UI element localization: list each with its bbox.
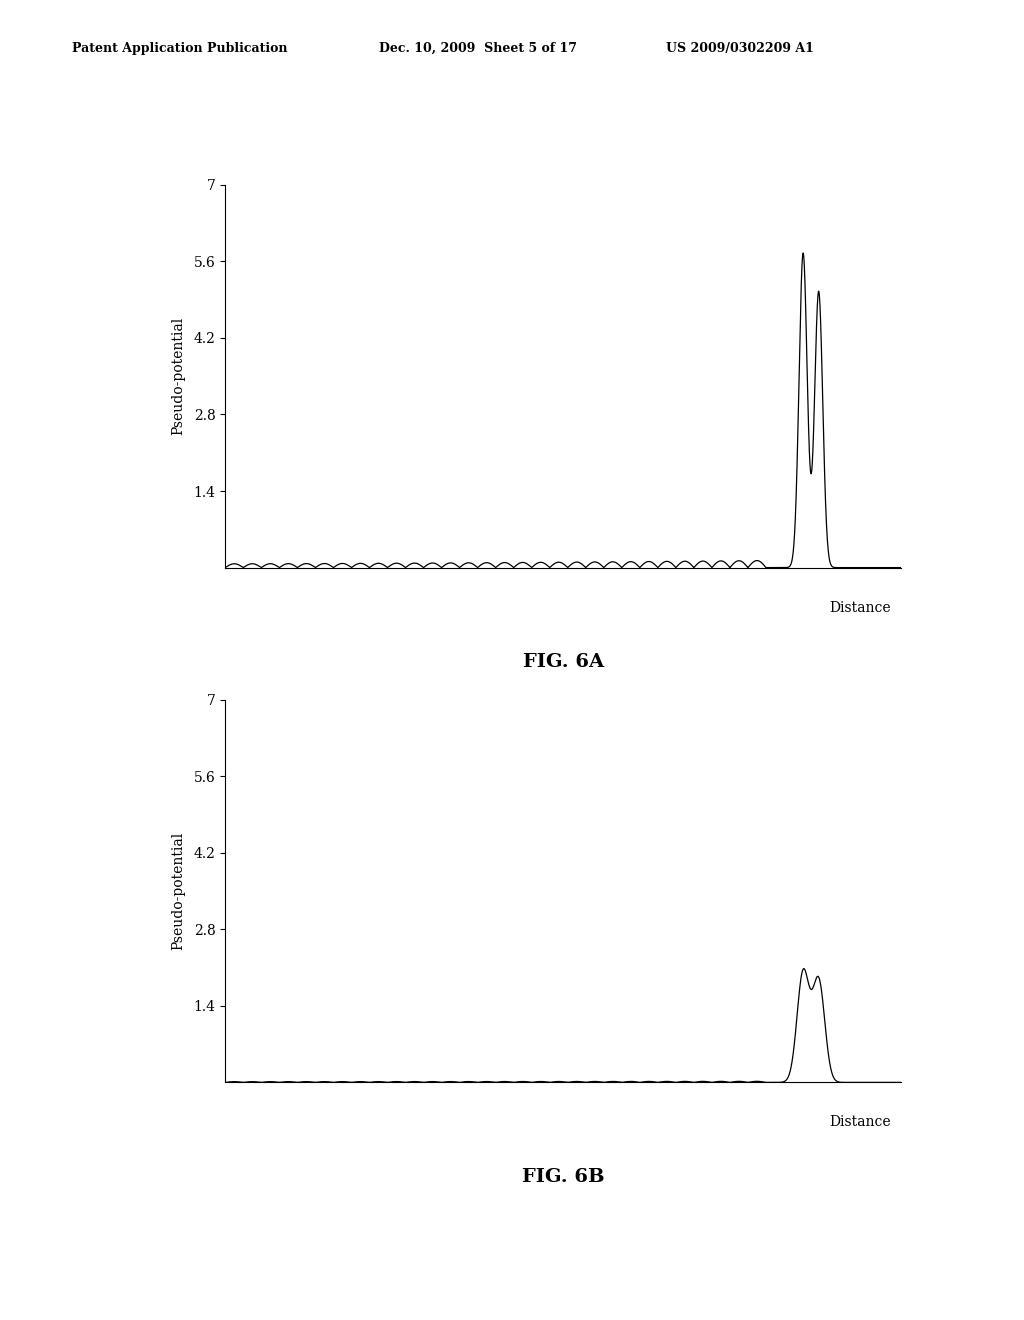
Text: Distance: Distance xyxy=(829,601,891,615)
Y-axis label: Pseudo-potential: Pseudo-potential xyxy=(171,832,185,950)
Text: Distance: Distance xyxy=(829,1115,891,1130)
Text: US 2009/0302209 A1: US 2009/0302209 A1 xyxy=(666,42,813,55)
Text: FIG. 6B: FIG. 6B xyxy=(522,1168,604,1187)
Y-axis label: Pseudo-potential: Pseudo-potential xyxy=(171,317,185,436)
Text: Patent Application Publication: Patent Application Publication xyxy=(72,42,287,55)
Text: Dec. 10, 2009  Sheet 5 of 17: Dec. 10, 2009 Sheet 5 of 17 xyxy=(379,42,577,55)
Text: FIG. 6A: FIG. 6A xyxy=(522,653,604,672)
